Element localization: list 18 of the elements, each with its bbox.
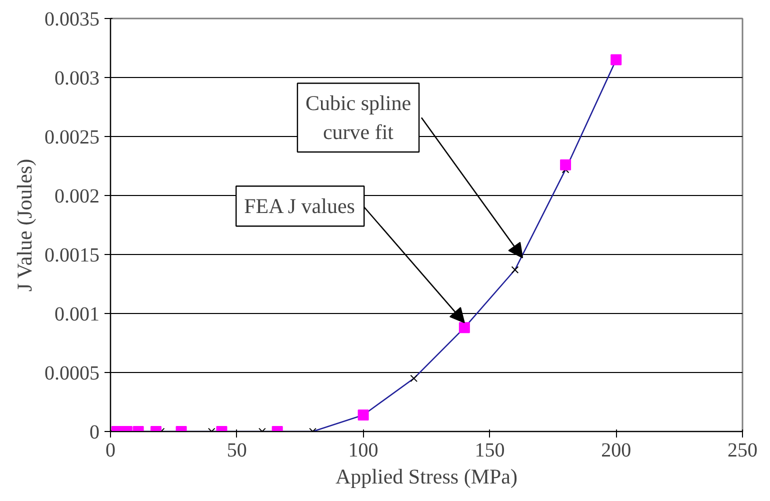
y-tick-label: 0.003 bbox=[54, 68, 100, 90]
x-tick-label: 0 bbox=[106, 440, 116, 462]
y-tick-label: 0.0015 bbox=[44, 244, 100, 266]
y-tick-label: 0.0005 bbox=[44, 362, 100, 384]
x-tick-label: 250 bbox=[728, 440, 758, 462]
annotation: FEA J values bbox=[244, 194, 355, 218]
y-tick-label: 0.001 bbox=[54, 304, 100, 326]
y-tick-label: 0 bbox=[90, 422, 100, 444]
annotation: Cubic spline curve fit bbox=[305, 91, 412, 144]
x-tick-label: 50 bbox=[226, 440, 247, 462]
x-tick-label: 200 bbox=[601, 440, 632, 462]
y-axis-title: J Value (Joules) bbox=[12, 158, 36, 292]
x-axis-title: Applied Stress (MPa) bbox=[336, 464, 518, 488]
y-tick-label: 0.0025 bbox=[44, 126, 100, 148]
x-tick-label: 100 bbox=[348, 440, 378, 462]
y-tick-label: 0.0035 bbox=[44, 8, 100, 30]
y-tick-label: 0.002 bbox=[54, 186, 100, 208]
x-tick-label: 150 bbox=[474, 440, 505, 462]
